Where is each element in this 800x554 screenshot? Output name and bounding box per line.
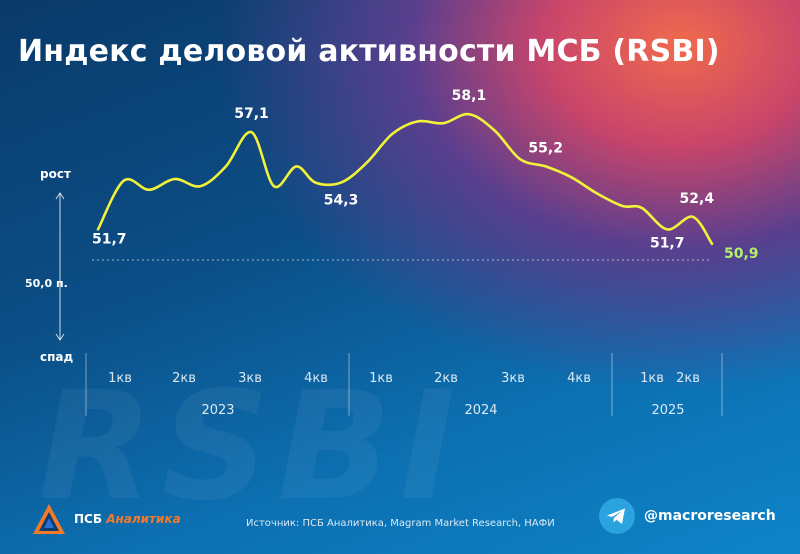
data-labels: 51,7 57,1 54,3 58,1 55,2 51,7 52,4 50,9 — [92, 88, 759, 262]
data-label: 52,4 — [680, 191, 715, 207]
x-tick-label: 1кв — [640, 371, 664, 386]
up-label: рост — [40, 167, 71, 181]
psb-logo-icon — [33, 504, 65, 534]
x-year-label: 2024 — [464, 403, 497, 418]
x-tick-label: 2кв — [676, 371, 700, 386]
x-tick-label: 4кв — [567, 371, 591, 386]
x-tick-label: 1кв — [369, 371, 393, 386]
data-label: 54,3 — [324, 193, 359, 209]
baseline-label: 50,0 п. — [25, 277, 68, 290]
telegram-handle[interactable]: @macroresearch — [644, 508, 776, 524]
logo-text-main: ПСБ — [74, 512, 102, 526]
x-quarter-labels: 1кв 2кв 3кв 4кв 1кв 2кв 3кв 4кв 1кв 2кв — [108, 371, 700, 386]
data-label: 51,7 — [92, 231, 127, 247]
direction-arrow — [55, 192, 65, 341]
source-note: Источник: ПСБ Аналитика, Magram Market R… — [246, 518, 555, 529]
logo-text: ПСБ Аналитика — [74, 512, 181, 526]
x-year-label: 2023 — [201, 403, 234, 418]
data-label: 50,9 — [724, 246, 759, 262]
x-tick-label: 4кв — [304, 371, 328, 386]
psb-logo: ПСБ Аналитика — [30, 502, 181, 536]
rsbi-line-series — [96, 112, 714, 246]
data-label: 55,2 — [528, 140, 563, 156]
telegram-link[interactable]: @macroresearch — [598, 497, 776, 535]
x-tick-label: 1кв — [108, 371, 132, 386]
data-label: 58,1 — [452, 88, 487, 104]
down-label: спад — [40, 350, 74, 364]
x-tick-label: 2кв — [172, 371, 196, 386]
x-year-labels: 2023 2024 2025 — [201, 403, 684, 418]
x-tick-label: 3кв — [238, 371, 262, 386]
data-label: 51,7 — [650, 235, 685, 251]
x-tick-label: 3кв — [501, 371, 525, 386]
chart-title: Индекс деловой активности МСБ (RSBI) — [18, 34, 720, 69]
telegram-icon[interactable] — [598, 497, 636, 535]
x-tick-label: 2кв — [434, 371, 458, 386]
data-label: 57,1 — [234, 106, 269, 122]
x-axis-grid — [85, 353, 723, 416]
logo-text-accent: Аналитика — [106, 512, 181, 526]
x-year-label: 2025 — [651, 403, 684, 418]
